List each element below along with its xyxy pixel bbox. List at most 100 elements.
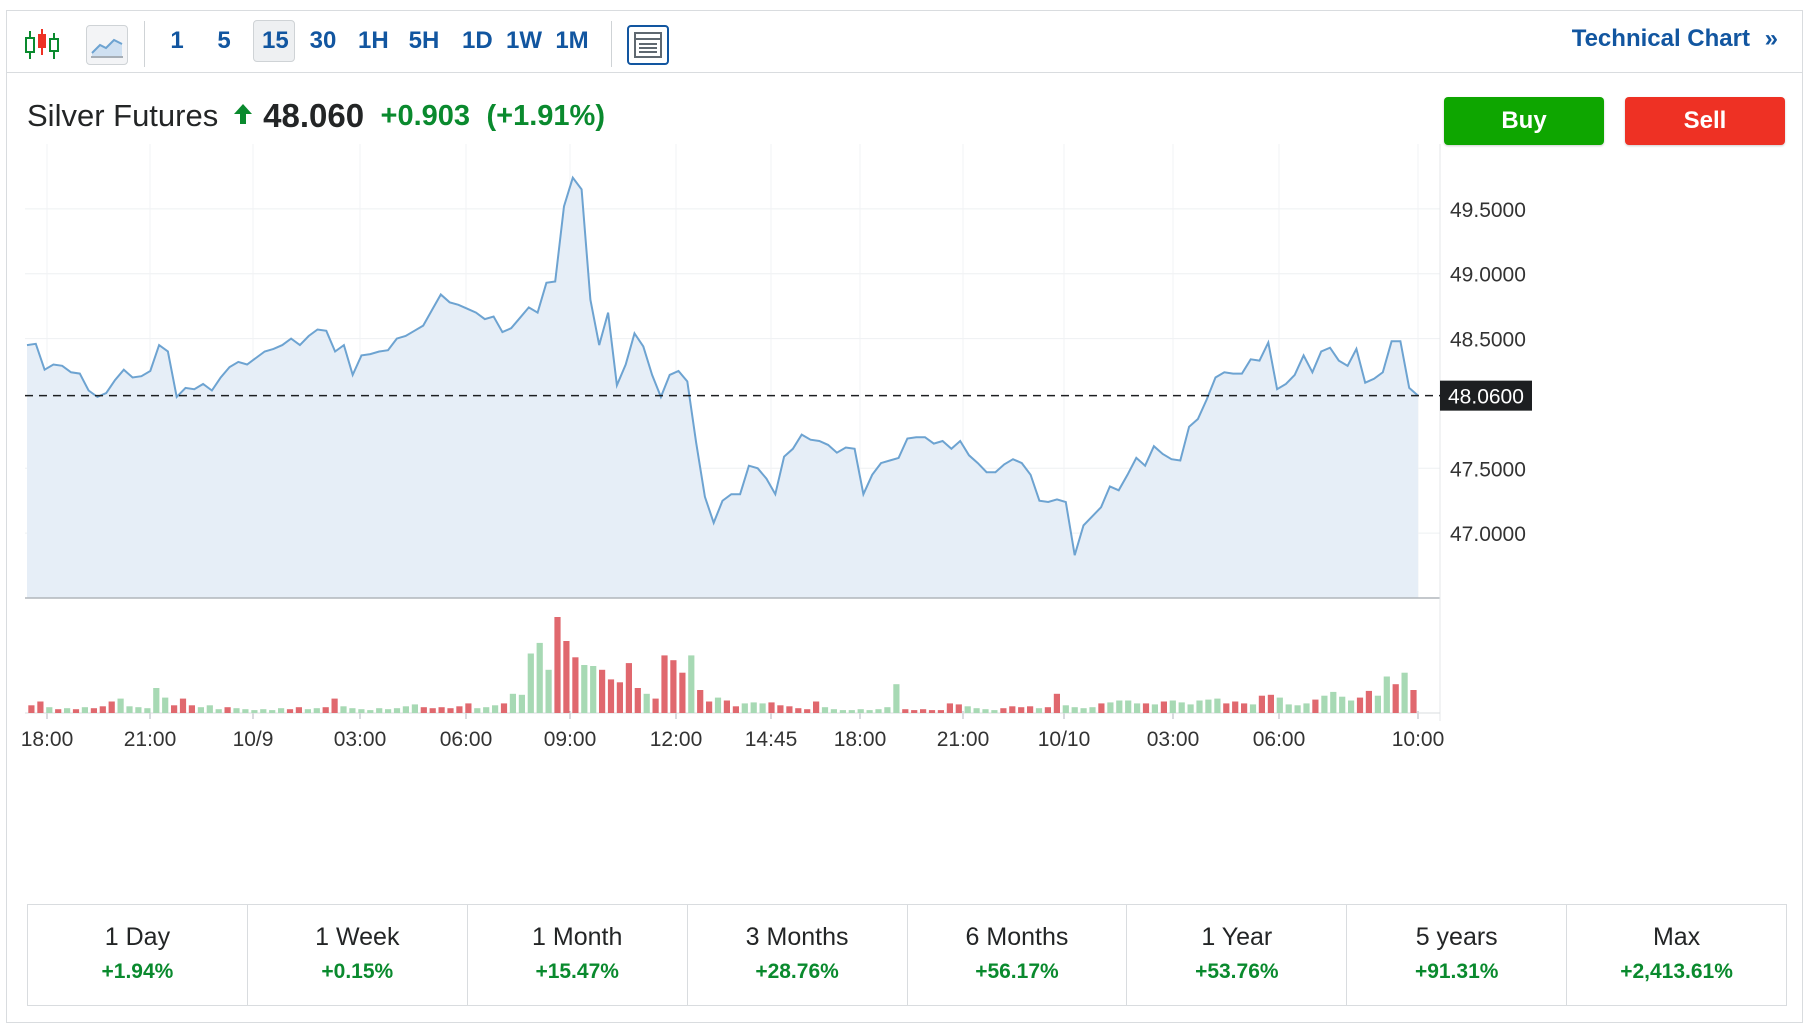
- x-tick-label: 06:00: [1253, 728, 1306, 751]
- technical-chart-link[interactable]: Technical Chart »: [1572, 25, 1778, 53]
- up-arrow-icon: [233, 102, 253, 131]
- volume-bar: [1178, 702, 1185, 713]
- timeframe-1w[interactable]: 1W: [506, 27, 542, 54]
- volume-bar: [634, 688, 641, 713]
- volume-bar: [527, 653, 534, 713]
- volume-bar: [474, 708, 481, 713]
- timeframe-15[interactable]: 15: [253, 20, 295, 62]
- volume-bar: [1044, 707, 1051, 713]
- volume-bar: [813, 701, 820, 713]
- volume-bar: [171, 705, 178, 713]
- period-1-day[interactable]: 1 Day +1.94%: [28, 905, 248, 1005]
- volume-bar: [1401, 672, 1408, 713]
- volume-bar: [1053, 693, 1060, 713]
- volume-bar: [233, 708, 240, 713]
- period-6-months[interactable]: 6 Months +56.17%: [908, 905, 1128, 1005]
- double-chevron-right-icon: »: [1764, 25, 1778, 52]
- volume-bar: [821, 707, 829, 713]
- buy-button[interactable]: Buy: [1444, 97, 1604, 145]
- y-tick-label: 49.5000: [1450, 199, 1526, 222]
- period-1-month[interactable]: 1 Month +15.47%: [468, 905, 688, 1005]
- volume-bar: [411, 704, 418, 713]
- timeframe-1h[interactable]: 1H: [358, 27, 389, 54]
- y-tick-label: 49.0000: [1450, 264, 1526, 287]
- volume-bar: [768, 702, 775, 713]
- volume-bar: [1035, 708, 1043, 713]
- volume-bar: [777, 705, 784, 713]
- volume-bar: [741, 703, 748, 713]
- volume-bar: [1249, 704, 1257, 713]
- volume-bar: [991, 710, 998, 713]
- volume-bar: [1410, 690, 1417, 713]
- layout-icon[interactable]: [627, 25, 669, 65]
- timeframe-30[interactable]: 30: [309, 27, 337, 54]
- volume-bar: [795, 708, 802, 713]
- volume-bar: [581, 665, 588, 713]
- period-1-week[interactable]: 1 Week +0.15%: [248, 905, 468, 1005]
- x-tick-label: 03:00: [334, 728, 387, 751]
- sell-button[interactable]: Sell: [1625, 97, 1785, 145]
- volume-bar: [1339, 696, 1346, 713]
- volume-bar: [1294, 705, 1301, 713]
- period-label: 1 Day: [104, 923, 171, 951]
- period-change: +0.15%: [321, 960, 394, 983]
- volume-bar: [1098, 703, 1105, 713]
- volume-bar: [367, 710, 374, 713]
- volume-bar: [1089, 707, 1096, 713]
- y-tick-label: 47.5000: [1450, 458, 1526, 481]
- price-chart[interactable]: 49.5000 49.0000 48.5000 47.5000 47.0000 18:00…: [7, 11, 1802, 891]
- period-1-year[interactable]: 1 Year +53.76%: [1127, 905, 1348, 1005]
- volume-bar: [331, 698, 338, 713]
- volume-bar: [1312, 699, 1319, 713]
- timeframe-1m[interactable]: 1M: [555, 27, 589, 54]
- performance-periods: 1 Day +1.94% 1 Week +0.15% 1 Month +15.47% 3 M…: [27, 904, 1787, 1006]
- volume-bar: [313, 708, 320, 713]
- period-label: 1 Month: [532, 923, 623, 951]
- volume-bar: [1125, 700, 1132, 713]
- period-label: 5 years: [1415, 923, 1498, 951]
- area-chart-icon[interactable]: [86, 25, 128, 65]
- volume-bar: [866, 710, 873, 713]
- volume-bar: [1071, 707, 1078, 713]
- volume-bar: [1027, 706, 1034, 713]
- period-label: 1 Week: [315, 923, 400, 951]
- volume-bar: [1134, 703, 1141, 713]
- volume-bar: [1374, 695, 1381, 713]
- volume-bar: [509, 693, 516, 713]
- timeframe-1[interactable]: 1: [170, 27, 184, 54]
- volume-bar: [884, 707, 891, 713]
- volume-bar: [545, 669, 552, 713]
- volume-bar: [420, 707, 427, 713]
- timeframe-5h[interactable]: 5H: [408, 27, 440, 54]
- volume-bar: [1285, 704, 1292, 713]
- period-5-years[interactable]: 5 years +91.31%: [1347, 905, 1568, 1005]
- volume-bar: [1321, 695, 1328, 713]
- volume-bar: [893, 684, 900, 713]
- volume-bar: [1276, 697, 1283, 713]
- period-change: +91.31%: [1414, 960, 1499, 983]
- volume-bar: [108, 701, 115, 713]
- toolbar-divider: [611, 21, 612, 67]
- volume-bar: [179, 698, 187, 713]
- x-tick-label: 10:00: [1392, 728, 1445, 751]
- timeframe-1d[interactable]: 1D: [462, 27, 493, 54]
- volume-bar: [1116, 700, 1123, 713]
- candlestick-chart-icon[interactable]: [21, 25, 63, 65]
- period-3-months[interactable]: 3 Months +28.76%: [688, 905, 908, 1005]
- volume-bar: [135, 707, 142, 713]
- x-tick-label: 10/9: [233, 728, 274, 751]
- volume-bar: [465, 703, 472, 713]
- volume-bar: [697, 690, 704, 713]
- volume-bar: [964, 706, 971, 713]
- timeframe-5[interactable]: 5: [217, 27, 231, 54]
- period-change: +56.17%: [975, 960, 1059, 983]
- volume-bar: [28, 705, 35, 713]
- volume-bar: [126, 706, 133, 713]
- period-change: +53.76%: [1195, 960, 1279, 983]
- volume-bar: [1258, 695, 1265, 713]
- x-tick-label: 09:00: [544, 728, 597, 751]
- volume-bar: [1356, 697, 1364, 713]
- x-tick-label: 18:00: [834, 728, 887, 751]
- period-max[interactable]: Max +2,413.61%: [1567, 905, 1786, 1005]
- volume-bar: [857, 709, 864, 713]
